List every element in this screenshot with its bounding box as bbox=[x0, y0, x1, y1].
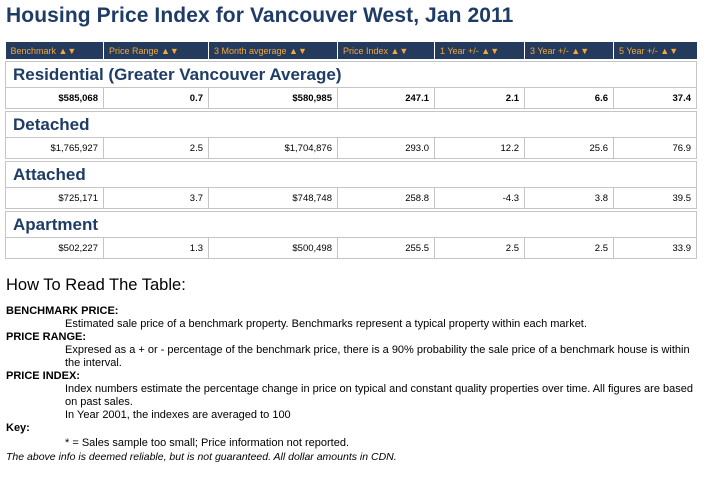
disclaimer: The above info is deemed reliable, but i… bbox=[6, 451, 397, 463]
cell-price-index: 258.8 bbox=[337, 187, 435, 209]
cell-1-year: -4.3 bbox=[434, 187, 525, 209]
cell-3-year: 6.6 bbox=[524, 87, 614, 109]
cell-benchmark: $502,227 bbox=[5, 237, 104, 259]
cell-price-index: 247.1 bbox=[337, 87, 435, 109]
table-row: $1,765,927 2.5 $1,704,876 293.0 12.2 25.… bbox=[5, 137, 697, 159]
category-residential: Residential (Greater Vancouver Average) bbox=[5, 61, 697, 88]
cell-3-year: 2.5 bbox=[524, 237, 614, 259]
cell-price-index: 293.0 bbox=[337, 137, 435, 159]
cell-3-month-average: $500,498 bbox=[208, 237, 338, 259]
category-apartment: Apartment bbox=[5, 211, 697, 238]
sort-header-price-range[interactable]: Price Range ▲▼ bbox=[103, 42, 209, 59]
table-row: $585,068 0.7 $580,985 247.1 2.1 6.6 37.4 bbox=[5, 87, 697, 109]
sort-header-1-year[interactable]: 1 Year +/- ▲▼ bbox=[434, 42, 525, 59]
cell-1-year: 12.2 bbox=[434, 137, 525, 159]
sort-header-3-year[interactable]: 3 Year +/- ▲▼ bbox=[524, 42, 614, 59]
cell-5-year: 39.5 bbox=[613, 187, 697, 209]
cell-benchmark: $725,171 bbox=[5, 187, 104, 209]
cell-price-range: 0.7 bbox=[103, 87, 209, 109]
cell-benchmark: $1,765,927 bbox=[5, 137, 104, 159]
howto-heading: How To Read The Table: bbox=[6, 276, 186, 294]
term-key: Key: bbox=[6, 422, 30, 434]
cell-price-range: 2.5 bbox=[103, 137, 209, 159]
cell-5-year: 37.4 bbox=[613, 87, 697, 109]
definitions: BENCHMARK PRICE: Estimated sale price of… bbox=[6, 305, 696, 464]
desc-price-index-baseline: In Year 2001, the indexes are averaged t… bbox=[65, 409, 291, 421]
cell-3-month-average: $580,985 bbox=[208, 87, 338, 109]
sort-header-5-year[interactable]: 5 Year +/- ▲▼ bbox=[613, 42, 697, 59]
cell-3-year: 25.6 bbox=[524, 137, 614, 159]
desc-price-index: Index numbers estimate the percentage ch… bbox=[65, 383, 693, 408]
page-title: Housing Price Index for Vancouver West, … bbox=[6, 4, 514, 27]
table-row: $725,171 3.7 $748,748 258.8 -4.3 3.8 39.… bbox=[5, 187, 697, 209]
cell-price-range: 1.3 bbox=[103, 237, 209, 259]
cell-price-range: 3.7 bbox=[103, 187, 209, 209]
term-benchmark-price: BENCHMARK PRICE: bbox=[6, 305, 119, 317]
desc-benchmark-price: Estimated sale price of a benchmark prop… bbox=[65, 318, 587, 330]
cell-3-month-average: $1,704,876 bbox=[208, 137, 338, 159]
cell-benchmark: $585,068 bbox=[5, 87, 104, 109]
header-row: Benchmark ▲▼ Price Range ▲▼ 3 Month avge… bbox=[5, 42, 697, 59]
price-index-table: Benchmark ▲▼ Price Range ▲▼ 3 Month avge… bbox=[5, 42, 697, 259]
sort-header-3-month-average[interactable]: 3 Month avgerage ▲▼ bbox=[208, 42, 338, 59]
key-description: * = Sales sample too small; Price inform… bbox=[65, 437, 349, 449]
cell-1-year: 2.1 bbox=[434, 87, 525, 109]
term-price-range: PRICE RANGE: bbox=[6, 331, 87, 343]
cell-3-month-average: $748,748 bbox=[208, 187, 338, 209]
cell-3-year: 3.8 bbox=[524, 187, 614, 209]
sort-header-benchmark[interactable]: Benchmark ▲▼ bbox=[5, 42, 104, 59]
cell-5-year: 76.9 bbox=[613, 137, 697, 159]
cell-5-year: 33.9 bbox=[613, 237, 697, 259]
sort-header-price-index[interactable]: Price Index ▲▼ bbox=[337, 42, 435, 59]
category-detached: Detached bbox=[5, 111, 697, 138]
category-attached: Attached bbox=[5, 161, 697, 188]
cell-price-index: 255.5 bbox=[337, 237, 435, 259]
desc-price-range: Expresed as a + or - percentage of the b… bbox=[65, 344, 690, 369]
term-price-index: PRICE INDEX: bbox=[6, 370, 80, 382]
table-row: $502,227 1.3 $500,498 255.5 2.5 2.5 33.9 bbox=[5, 237, 697, 259]
cell-1-year: 2.5 bbox=[434, 237, 525, 259]
